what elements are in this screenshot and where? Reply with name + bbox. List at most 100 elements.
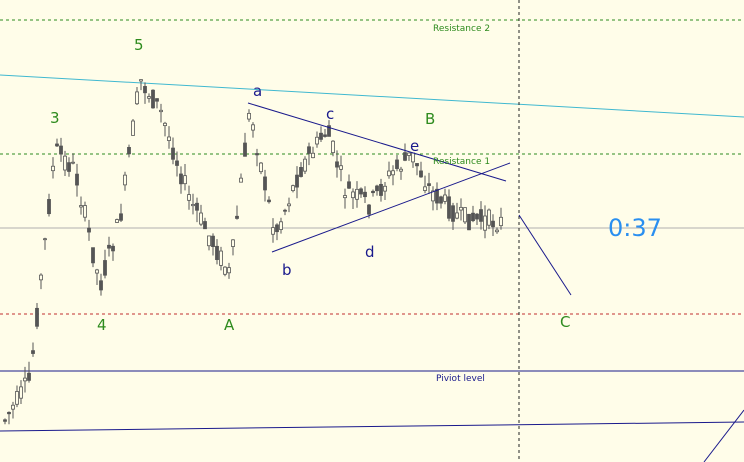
candle-body: [295, 174, 299, 188]
wave-label: d: [365, 243, 375, 261]
candle-body: [59, 145, 63, 155]
candle-body: [139, 79, 143, 82]
candle-body: [499, 216, 503, 227]
candle-body: [287, 203, 291, 207]
candle-body: [199, 212, 203, 225]
candle-body: [11, 404, 15, 410]
candle-body: [95, 269, 99, 274]
candle-body: [299, 167, 303, 177]
candle-body: [475, 213, 479, 220]
candle-body: [43, 238, 47, 241]
candle-body: [99, 280, 103, 291]
candle-body: [327, 125, 331, 137]
candle-body: [103, 260, 107, 276]
candle-body: [87, 227, 91, 233]
wave-label: 3: [50, 109, 60, 127]
candle-body: [275, 224, 279, 233]
candle-body: [215, 245, 219, 260]
candle-body: [339, 165, 343, 170]
candle-body: [219, 250, 223, 266]
candle-body: [491, 220, 495, 228]
candle-body: [171, 147, 175, 160]
candle-body: [183, 175, 187, 185]
candle-body: [343, 195, 347, 199]
candle-body: [311, 152, 315, 159]
candle-body: [131, 120, 135, 136]
candle-body: [435, 188, 439, 204]
wave-label: A: [224, 316, 235, 334]
candle-body: [375, 185, 379, 192]
candle-body: [111, 245, 115, 252]
candle-body: [79, 205, 83, 208]
level-label: Piviot level: [436, 374, 485, 384]
candle-body: [83, 205, 87, 218]
candle-body: [447, 196, 451, 219]
candle-body: [235, 215, 239, 219]
candle-body: [147, 96, 151, 99]
candle-body: [67, 162, 71, 172]
candle-body: [439, 196, 443, 204]
candle-body: [323, 134, 327, 137]
candle-body: [363, 191, 367, 198]
candle-body: [31, 350, 35, 354]
candle-body: [335, 161, 339, 168]
wave-label: a: [253, 82, 262, 100]
candle-body: [51, 165, 55, 172]
candle-body: [495, 229, 499, 233]
wave-label: C: [560, 313, 570, 331]
candle-body: [23, 377, 27, 382]
candle-body: [427, 183, 431, 186]
candle-body: [63, 155, 67, 171]
candle-body: [371, 190, 375, 194]
trend-line: [0, 421, 744, 432]
candle-body: [187, 194, 191, 201]
candle-body: [319, 132, 323, 140]
candle-body: [283, 209, 287, 212]
candle-body: [47, 199, 51, 215]
level-label: Resistance 2: [433, 24, 490, 34]
candle-body: [455, 212, 459, 219]
candle-body: [115, 219, 119, 223]
candle-body: [291, 185, 295, 192]
candle-body: [123, 174, 127, 186]
candle-body: [359, 188, 363, 195]
candle-body: [3, 419, 7, 422]
candle-body: [415, 163, 419, 167]
candle-body: [483, 215, 487, 231]
candle-body: [479, 209, 483, 222]
wave-label: b: [282, 261, 292, 279]
candle-body: [175, 160, 179, 166]
candle-body: [279, 221, 283, 230]
candle-body: [271, 227, 275, 235]
candle-body: [155, 98, 159, 102]
candle-body: [239, 177, 243, 183]
triangle-upper: [247, 102, 507, 182]
projection-line: [703, 409, 744, 462]
candle-body: [451, 205, 455, 222]
candle-body: [355, 188, 359, 200]
candle-body: [223, 266, 227, 275]
candle-body: [303, 158, 307, 172]
candle-body: [263, 176, 267, 191]
triangle-lower: [271, 162, 511, 253]
candle-body: [119, 213, 123, 221]
wave-label: 5: [134, 36, 144, 54]
candle-body: [347, 181, 351, 189]
candle-body: [443, 194, 447, 202]
wave-label: B: [425, 110, 435, 128]
candle-body: [179, 173, 183, 185]
level-label: Resistance 1: [433, 157, 490, 167]
candle-body: [55, 143, 59, 147]
candle-body: [227, 267, 231, 274]
candle-body: [471, 212, 475, 222]
candle-body: [127, 147, 131, 155]
wave-label: c: [326, 105, 334, 123]
candle-body: [195, 202, 199, 211]
candle-body: [487, 209, 491, 226]
candle-body: [251, 124, 255, 131]
candle-body: [27, 372, 31, 381]
candle-body: [351, 191, 355, 199]
